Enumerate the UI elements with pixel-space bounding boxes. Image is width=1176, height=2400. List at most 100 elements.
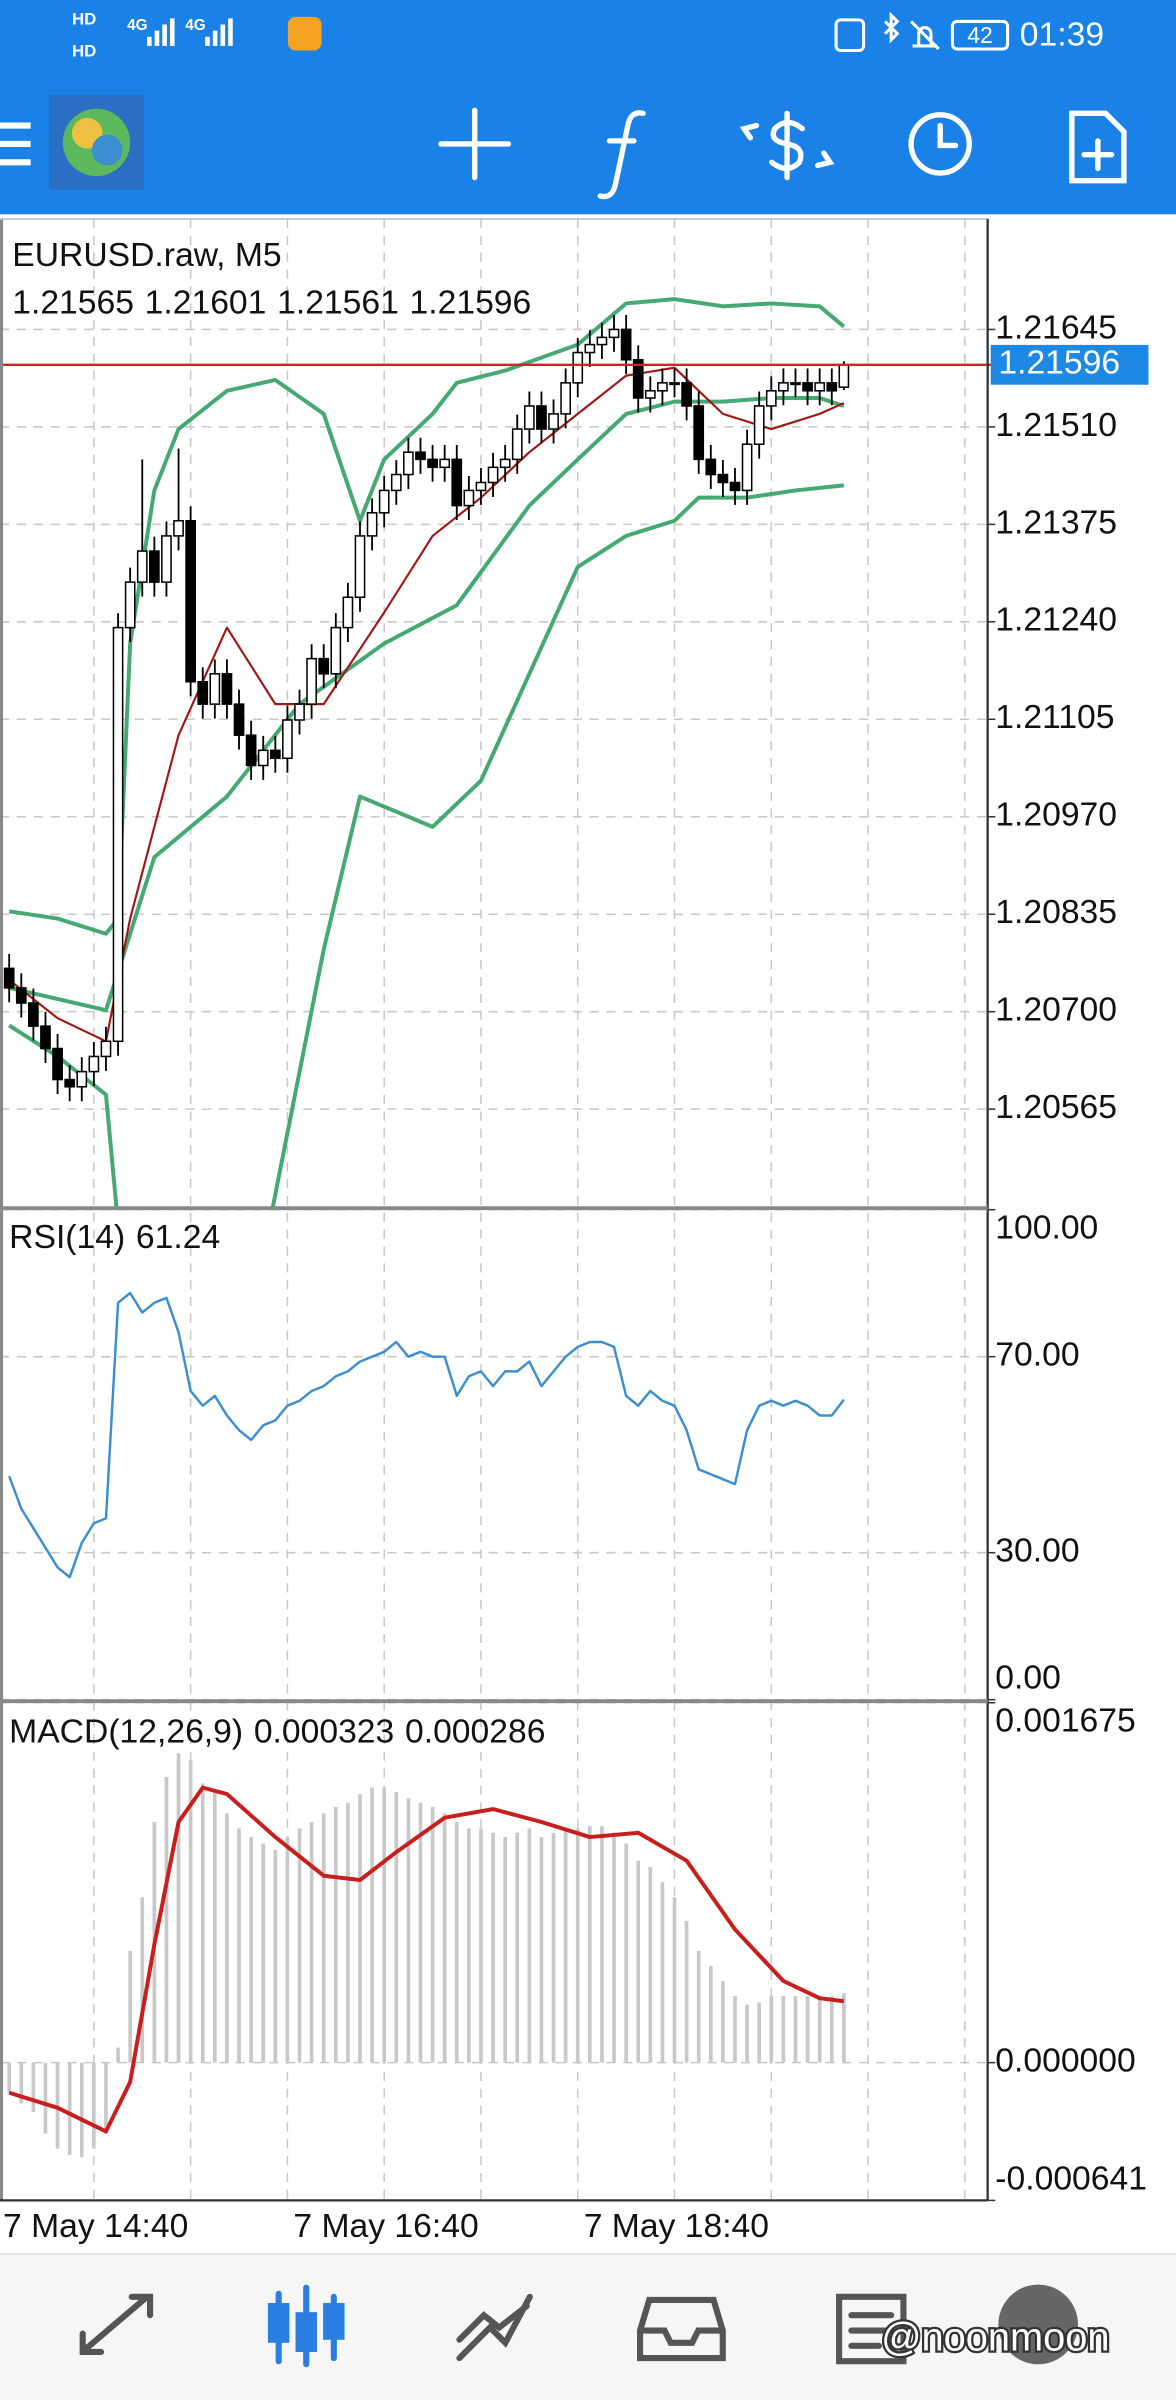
candle-body — [282, 719, 293, 760]
histogram-bar — [708, 1965, 713, 2063]
candle-body — [463, 489, 475, 507]
histogram-bar — [321, 1813, 326, 2063]
histogram-bar — [394, 1791, 399, 2063]
candle-body — [560, 382, 572, 415]
ohlc-value: 1.21596 — [410, 285, 532, 322]
trade-button[interactable] — [739, 110, 835, 181]
y-tick-label: 1.20835 — [995, 894, 1117, 931]
y-tick-label: 1.21240 — [995, 602, 1117, 639]
histogram-bar — [563, 1828, 568, 2063]
candle-body — [632, 358, 644, 399]
indicator-line — [8, 396, 845, 1013]
news-tab[interactable] — [836, 2293, 907, 2365]
histogram-bar — [104, 2062, 108, 2134]
histogram-bar — [515, 1832, 520, 2063]
histogram-bar — [370, 1787, 374, 2063]
quotes-tab[interactable] — [79, 2293, 154, 2356]
candle-body — [439, 458, 451, 469]
bottom-nav — [0, 2253, 1176, 2400]
ohlc-value: 1.21561 — [277, 285, 399, 322]
y-tick-label: 1.20700 — [995, 992, 1117, 1029]
trade-tab[interactable] — [456, 2293, 533, 2362]
rsi-line — [8, 1291, 845, 1579]
candle-body — [596, 336, 608, 346]
candle-body — [161, 535, 172, 583]
network-label: 4G — [127, 17, 147, 34]
candle-body — [52, 1047, 63, 1081]
histogram-bar — [769, 1996, 774, 2063]
objects-button[interactable] — [1069, 110, 1127, 184]
histogram-bar — [793, 1996, 798, 2063]
candle-body — [838, 364, 850, 388]
histogram-bar — [588, 1826, 592, 2063]
candle-body — [814, 382, 826, 392]
candle-body — [608, 328, 620, 339]
last-value: 0.000323 — [254, 1713, 394, 1750]
histogram-bar — [176, 1753, 181, 2063]
candle-body — [415, 451, 426, 461]
charts: 1.21645 1.21510 1.21375 1.21240 1.21105 1.209… — [0, 218, 1149, 2245]
crosshair-button[interactable] — [438, 107, 512, 181]
chart-tab[interactable] — [267, 2284, 345, 2368]
histogram-bar — [696, 1950, 701, 2063]
histogram-bar — [527, 1828, 532, 2063]
history-tab[interactable] — [636, 2296, 726, 2362]
histogram-bar — [55, 2062, 60, 2149]
histogram-bar — [116, 2047, 120, 2063]
candle-body — [233, 703, 245, 736]
histogram-bar — [660, 1882, 665, 2063]
candle-body — [669, 382, 680, 386]
y-tick-label: 1.21105 — [995, 699, 1114, 736]
histogram-bar — [733, 1996, 737, 2063]
histogram-bar — [624, 1843, 628, 2063]
y-tick-label: 1.20565 — [995, 1089, 1117, 1126]
clock: 01:39 — [1020, 17, 1104, 54]
indicator-line — [8, 297, 846, 936]
candle-body — [802, 382, 813, 392]
candle-body — [378, 489, 390, 514]
settings-tab[interactable] — [998, 2284, 1078, 2365]
plot-area — [0, 297, 988, 1207]
candle-body — [15, 987, 27, 1004]
histogram-bar — [79, 2062, 84, 2158]
histogram-bar — [249, 1837, 253, 2063]
histogram-bar — [575, 1828, 580, 2063]
y-tick-label: 30.00 — [995, 1533, 1079, 1570]
indicator-line — [8, 366, 845, 1043]
title: MACD(12,26,9) — [9, 1713, 243, 1750]
signal-icons — [147, 16, 322, 51]
candle-body — [499, 458, 511, 469]
histogram-bar — [67, 2062, 72, 2156]
candle-body — [112, 626, 124, 1043]
period-button[interactable] — [908, 112, 972, 176]
candle-body — [693, 405, 705, 461]
candle-body — [185, 519, 197, 683]
plot-area — [0, 1702, 988, 2201]
indicators-button[interactable] — [597, 110, 646, 200]
candle-body — [306, 657, 317, 705]
histogram-bar — [636, 1860, 641, 2063]
candle-body — [221, 673, 233, 705]
candle-body — [657, 382, 668, 392]
menu-button[interactable] — [0, 122, 31, 166]
histogram-bar — [382, 1787, 387, 2063]
candle-body — [3, 967, 15, 989]
y-tick-label: 1.21645 — [995, 309, 1117, 346]
app-logo[interactable] — [49, 94, 144, 190]
candle-body — [64, 1078, 76, 1088]
candle-body — [778, 382, 789, 392]
candle-body — [318, 657, 330, 675]
histogram-bar — [225, 1813, 229, 2063]
histogram-bar — [19, 2062, 24, 2104]
candle-body — [741, 443, 753, 492]
candle-body — [209, 673, 221, 705]
candle-body — [620, 328, 632, 361]
ohlc-value: 1.21565 — [12, 285, 134, 322]
candle-body — [790, 382, 801, 386]
histogram-bar — [842, 1993, 846, 2063]
histogram-bar — [43, 2062, 48, 2134]
title: RSI(14) — [9, 1219, 125, 1256]
histogram-bar — [261, 1843, 266, 2063]
histogram-bar — [309, 1822, 314, 2063]
candle-body — [40, 1025, 51, 1050]
